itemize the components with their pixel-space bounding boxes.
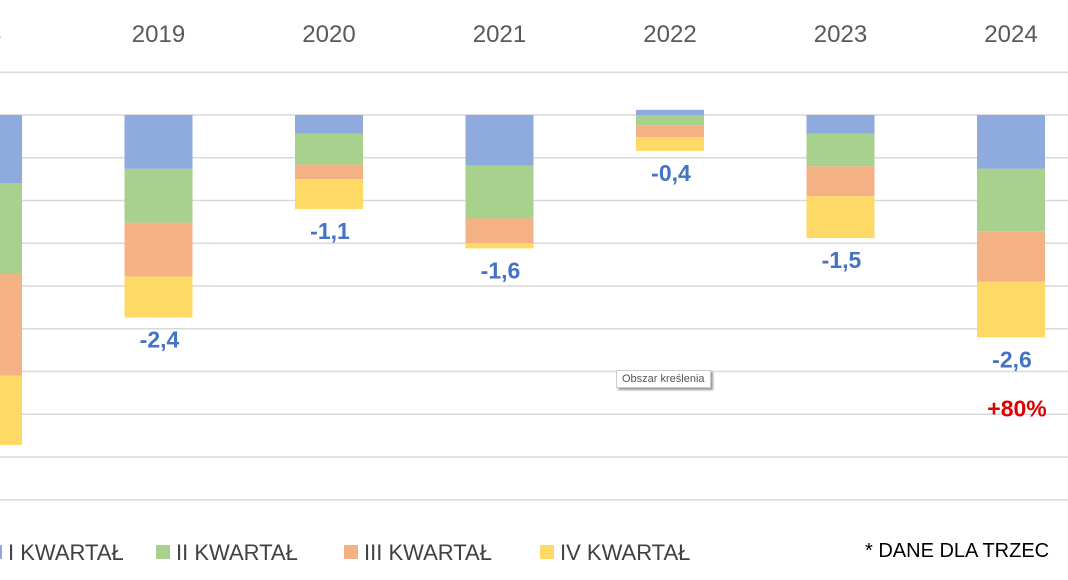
category-label: 2022 [643,21,696,48]
change-annotation: +80% [987,395,1046,421]
bar-segment-2021-q4 [465,243,534,249]
bar-segment-2023-q1 [806,115,875,134]
bar-segment-2020-q3 [295,164,363,180]
legend-swatch [156,545,170,559]
total-label: -1,6 [481,257,521,283]
footnote: * DANE DLA TRZEC [865,540,1050,562]
bar-segment-2023-q3 [806,166,875,197]
bar-segment-2024-q1 [977,115,1045,169]
bar-segment-2021-q2 [465,165,534,219]
bar-segment-2020-q4 [295,179,363,210]
bar-segment-2022-q1 [636,109,704,115]
bar-segment-2019-q1 [124,115,193,169]
total-label: -2,4 [140,327,180,353]
bar-segment-2020-q2 [295,133,363,165]
bar-segment-2021-q1 [465,115,534,166]
bar-segment-2023-q2 [806,133,875,167]
bar-segment-2023-q4 [806,196,875,239]
legend-swatch [344,545,358,559]
bar-segment-2019-q2 [124,168,193,223]
legend-swatch [540,545,554,559]
legend-label: I KWARTAŁ [8,540,124,565]
bar-segment-2024-q2 [977,168,1045,232]
category-label: 2023 [814,21,867,48]
bar-segment-2024-q4 [977,281,1045,338]
total-label: -1,1 [310,218,350,244]
bar-segment-2022-q3 [636,125,704,138]
bar-segment-2024-q3 [977,231,1045,282]
bar-segment-2018-q1 [0,115,22,184]
plot-area-tooltip: Obszar kreślenia [616,370,711,388]
bar-segment-2018-q2 [0,183,22,275]
bar-segment-2018-q3 [0,274,22,376]
bar-segment-2022-q4 [636,137,704,151]
category-label: 2020 [302,21,355,48]
category-label: 2024 [984,21,1037,48]
bar-segment-2018-q4 [0,375,22,446]
legend-label: II KWARTAŁ [176,540,298,565]
legend-label: III KWARTAŁ [364,540,492,565]
total-label: -1,5 [822,247,862,273]
category-label: 2019 [132,21,185,48]
bar-segment-2020-q1 [295,115,363,134]
bar-segment-2022-q2 [636,115,704,126]
bar-segment-2021-q3 [465,218,534,244]
total-label: -0,4 [651,160,691,186]
legend-swatch [0,545,2,559]
category-label: 18 [0,21,1,48]
bar-segment-2019-q4 [124,276,193,318]
total-label: -2,6 [992,346,1032,372]
legend-label: IV KWARTAŁ [560,540,690,565]
bar-segment-2019-q3 [124,222,193,277]
category-label: 2021 [473,21,526,48]
